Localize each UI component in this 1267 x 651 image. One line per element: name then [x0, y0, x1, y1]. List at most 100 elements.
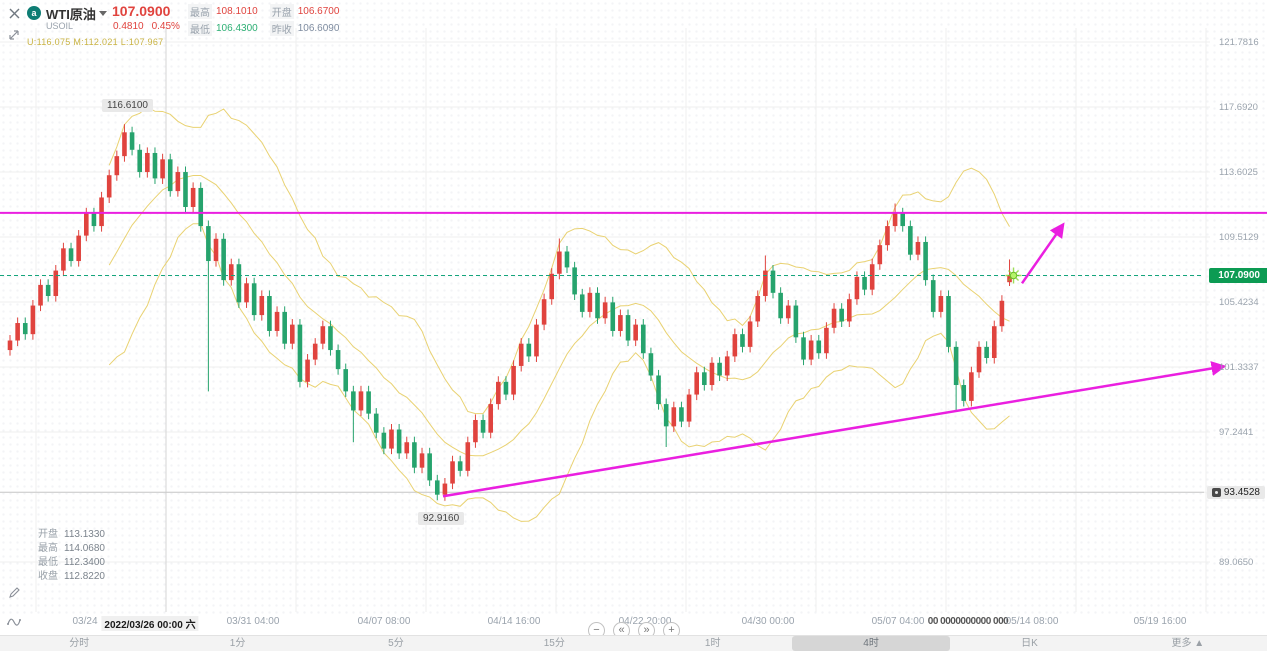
candle-body — [290, 324, 295, 344]
crosshair-time-label: 2022/03/26 00:00 六 — [101, 616, 199, 631]
chart-nav-controls: − « » + — [588, 622, 680, 639]
candle-body — [480, 419, 486, 433]
candle-body — [656, 375, 661, 405]
candle-body — [747, 321, 753, 347]
candle-body — [839, 308, 844, 322]
info-value: 113.1330 — [64, 529, 105, 540]
candle-body — [518, 343, 524, 366]
candlestick-layer — [7, 124, 1012, 501]
candle-body — [84, 213, 89, 236]
candle-body — [847, 299, 852, 322]
symbol-selector[interactable]: WTI原油 — [46, 7, 96, 22]
candle-body — [358, 391, 364, 411]
candle-body — [404, 442, 410, 454]
stat-value: 106.6700 — [297, 6, 340, 17]
candle-body — [724, 356, 730, 376]
time-axis[interactable]: 03/24 2022/03/26 00:00 六 03/31 04:00 04/07 … — [0, 616, 1267, 631]
candle-body — [496, 381, 501, 405]
candle-body — [702, 372, 707, 386]
breakout-arrow-drawing[interactable] — [1020, 222, 1065, 285]
candle-body — [572, 267, 577, 295]
candle-body — [152, 152, 158, 179]
candle-body — [282, 311, 287, 344]
candle-body — [15, 323, 20, 341]
candle-body — [473, 419, 478, 443]
timeframe-3[interactable]: 5分 — [388, 638, 404, 649]
price-axis-label: 117.6920 — [1219, 102, 1258, 113]
crosshair-info-row: 开盘 113.1330 — [38, 528, 105, 542]
info-value: 112.3400 — [64, 557, 105, 568]
candle-body — [541, 299, 547, 325]
candle-body — [68, 248, 74, 262]
expand-button[interactable] — [5, 26, 23, 44]
time-axis-label: 04/30 00:00 — [741, 616, 795, 627]
indicator-tool-button[interactable] — [5, 613, 23, 631]
instrument-logo: a — [27, 6, 41, 20]
candle-body — [457, 461, 463, 471]
candle-body — [198, 187, 204, 227]
info-label: 开盘 — [38, 529, 58, 540]
timeframe-1[interactable]: 分时 — [69, 638, 90, 649]
bollinger-bands — [108, 106, 1010, 522]
draw-tool-button[interactable] — [5, 583, 23, 601]
candle-body — [267, 296, 272, 331]
candle-body — [885, 226, 890, 246]
time-axis-label: 05/14 08:00 — [1005, 616, 1059, 627]
candle-body — [22, 323, 28, 335]
time-axis-label: 03/24 — [72, 616, 98, 627]
candle-body — [785, 305, 791, 319]
timeframe-8[interactable]: 更多 ▲ — [1171, 638, 1205, 649]
candle-body — [831, 308, 837, 328]
price-marker[interactable]: 93.4528 — [1206, 486, 1265, 499]
candle-body — [106, 175, 112, 198]
world-map-dots — [0, 0, 1267, 615]
candle-body — [915, 241, 921, 255]
candle-body — [717, 362, 722, 376]
price-axis-label: 89.0650 — [1219, 557, 1254, 568]
timeframe-6[interactable]: 4时 — [791, 636, 951, 651]
candle-body — [648, 353, 654, 376]
crosshair-info-row: 最高 114.0680 — [38, 542, 105, 556]
candle-body — [946, 296, 951, 347]
close-button[interactable] — [5, 4, 23, 22]
candle-body — [53, 270, 59, 297]
crosshair-info-row: 最低 112.3400 — [38, 556, 105, 570]
info-label: 收盘 — [38, 571, 58, 582]
price-axis-label: 105.4234 — [1219, 296, 1259, 308]
price-axis-label: 113.6025 — [1219, 166, 1258, 178]
time-axis-label: 04/22 20:00 — [618, 616, 672, 627]
candle-body — [770, 270, 776, 293]
candle-body — [793, 305, 799, 338]
stat-value: 108.1010 — [216, 6, 258, 17]
candle-body — [389, 429, 394, 449]
candle-body — [38, 284, 43, 306]
candle-body — [160, 159, 165, 179]
timeframe-2[interactable]: 1分 — [229, 638, 246, 649]
timeframe-4[interactable]: 15分 — [543, 638, 565, 649]
time-axis-label: 03/31 04:00 — [226, 616, 280, 627]
symbol-code: USOIL — [46, 21, 74, 31]
candle-body — [343, 369, 349, 392]
candle-body — [816, 340, 822, 354]
candle-body — [877, 245, 883, 265]
candle-body — [511, 365, 516, 395]
timeframe-7[interactable]: 日K — [1021, 638, 1038, 649]
candle-body — [335, 350, 341, 370]
candle-body — [206, 226, 211, 262]
candle-body — [213, 238, 219, 262]
candle-body — [419, 453, 425, 468]
candle-body — [900, 213, 906, 227]
candle-body — [862, 276, 867, 290]
trend-line-drawing[interactable] — [442, 361, 1227, 498]
expand-icon — [9, 30, 19, 40]
candle-body — [579, 294, 585, 312]
candle-body — [526, 343, 532, 357]
chevron-down-icon[interactable] — [99, 11, 107, 16]
candle-body — [778, 292, 783, 319]
candle-body — [145, 152, 150, 173]
timeframe-5[interactable]: 1时 — [704, 638, 721, 649]
marker-price: 93.4528 — [1223, 487, 1260, 498]
candle-body — [175, 172, 181, 192]
